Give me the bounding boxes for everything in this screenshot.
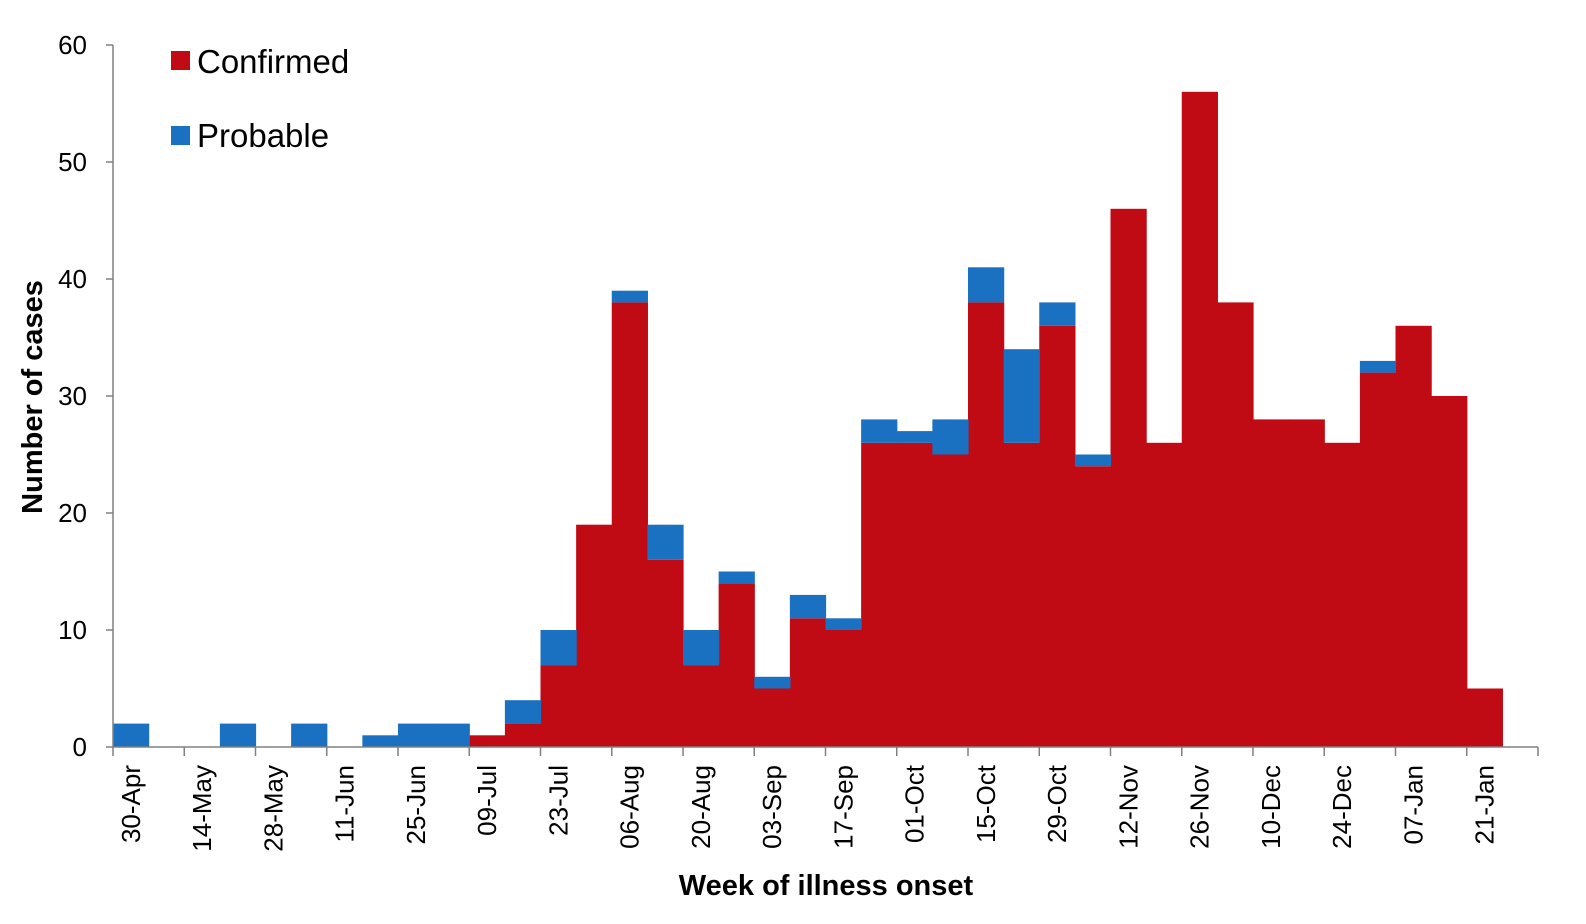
y-axis-title: Number of cases	[17, 280, 49, 514]
bar-confirmed-27-aug	[718, 583, 755, 747]
y-tick-label: 50	[58, 147, 87, 177]
bar-probable-01-oct	[896, 431, 933, 443]
bar-confirmed-17-sep	[825, 630, 862, 747]
bar-confirmed-20-aug	[683, 665, 720, 747]
bar-confirmed-03-dec	[1217, 302, 1254, 747]
legend-label-probable: Probable	[197, 117, 329, 154]
x-tick-label: 26-Nov	[1185, 765, 1215, 849]
x-axis-title: Week of illness onset	[679, 870, 974, 902]
legend-label-confirmed: Confirmed	[197, 43, 349, 80]
bar-confirmed-01-oct	[896, 442, 933, 747]
x-tick-label: 10-Dec	[1256, 765, 1286, 849]
x-tick-label: 07-Jan	[1398, 765, 1428, 845]
bar-probable-24-sep	[861, 419, 898, 443]
y-tick-label: 0	[73, 732, 87, 762]
bar-probable-13-aug	[647, 524, 684, 560]
x-tick-label: 06-Aug	[615, 765, 645, 849]
x-tick-label: 03-Sep	[757, 765, 787, 849]
bar-confirmed-22-oct	[1003, 442, 1040, 747]
bar-confirmed-21-jan	[1466, 688, 1503, 747]
bar-confirmed-10-sep	[789, 618, 827, 747]
bar-confirmed-30-jul	[576, 524, 613, 747]
x-tick-label: 15-Oct	[971, 764, 1001, 843]
legend: Confirmed Probable	[171, 43, 349, 154]
bar-probable-15-oct	[968, 267, 1005, 303]
bar-probable-04-jun	[291, 723, 328, 747]
bar-confirmed-29-oct	[1039, 325, 1076, 747]
y-tick-label: 30	[58, 381, 87, 411]
y-tick-label: 60	[58, 30, 87, 60]
bar-probable-05-nov	[1074, 454, 1112, 467]
x-tick-label: 23-Jul	[543, 765, 573, 836]
bar-probable-20-aug	[683, 630, 720, 666]
x-axis-ticks: 30-Apr 14-May 28-May 11-Jun 25-Jun 09-Jul 23-J…	[112, 747, 1539, 852]
bars-group	[113, 91, 1503, 748]
bar-probable-22-oct	[1003, 349, 1040, 443]
x-tick-label: 09-Jul	[472, 765, 502, 836]
x-tick-label: 01-Oct	[900, 764, 930, 843]
bar-probable-23-jul	[540, 630, 577, 666]
bar-confirmed-15-oct	[968, 302, 1005, 747]
bar-confirmed-08-oct	[932, 454, 969, 747]
bar-confirmed-23-jul	[540, 665, 577, 747]
y-tick-label: 10	[58, 615, 87, 645]
x-tick-label: 21-Jan	[1470, 765, 1500, 845]
bar-confirmed-05-nov	[1074, 466, 1112, 747]
legend-swatch-confirmed	[171, 51, 190, 70]
bar-probable-25-jun	[398, 723, 435, 747]
bar-confirmed-24-sep	[861, 442, 898, 747]
bar-confirmed-24-dec	[1324, 442, 1361, 747]
y-tick-label: 20	[58, 498, 87, 528]
bar-confirmed-06-aug	[611, 302, 648, 747]
bar-confirmed-31-dec	[1359, 372, 1397, 747]
x-tick-label: 12-Nov	[1113, 765, 1143, 849]
bar-probable-21-may	[219, 723, 257, 747]
legend-swatch-probable	[171, 126, 190, 145]
bar-probable-27-aug	[718, 571, 755, 584]
bar-probable-18-jun	[362, 735, 399, 747]
bar-confirmed-14-jan	[1431, 396, 1468, 747]
bar-probable-29-oct	[1039, 302, 1076, 326]
x-tick-label: 25-Jun	[401, 765, 431, 845]
bar-probable-08-oct	[932, 419, 969, 455]
x-tick-label: 29-Oct	[1042, 764, 1072, 843]
bar-probable-17-sep	[825, 618, 862, 630]
bar-confirmed-07-jan	[1395, 325, 1432, 747]
bar-probable-06-aug	[611, 290, 648, 303]
x-tick-label: 20-Aug	[686, 765, 716, 849]
x-tick-label: 28-May	[258, 765, 288, 852]
bar-probable-31-dec	[1359, 360, 1397, 373]
bar-confirmed-03-sep	[754, 688, 791, 747]
bar-probable-30-apr	[113, 723, 150, 747]
bar-probable-16-jul	[504, 700, 542, 724]
x-tick-label: 30-Apr	[116, 765, 146, 843]
bar-confirmed-13-aug	[647, 559, 684, 747]
bar-confirmed-26-nov	[1181, 91, 1218, 748]
bar-confirmed-09-jul	[469, 735, 506, 747]
bar-confirmed-12-nov	[1110, 208, 1147, 748]
bar-probable-10-sep	[789, 594, 827, 619]
x-tick-label: 24-Dec	[1327, 765, 1357, 849]
y-axis-ticks: 0 10 20 30 40 50 60	[58, 30, 113, 762]
bar-confirmed-10-dec	[1253, 419, 1290, 747]
x-tick-label: 11-Jun	[330, 765, 360, 843]
bar-confirmed-17-dec	[1288, 419, 1325, 747]
bar-probable-02-jul	[433, 723, 470, 747]
y-tick-label: 40	[58, 264, 87, 294]
bar-probable-03-sep	[754, 676, 791, 689]
x-tick-label: 14-May	[187, 765, 217, 852]
bar-confirmed-19-nov	[1146, 442, 1183, 747]
x-tick-label: 17-Sep	[828, 765, 858, 849]
bar-confirmed-16-jul	[504, 723, 542, 747]
